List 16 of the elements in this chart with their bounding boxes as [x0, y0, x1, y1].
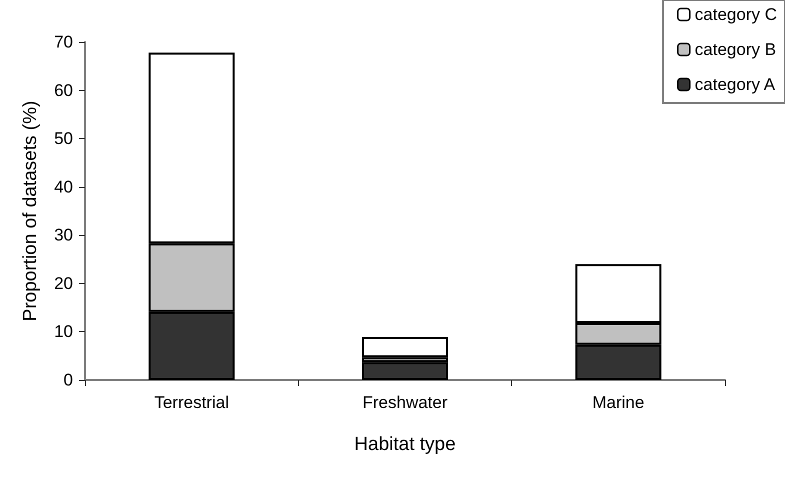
y-tick-label: 40 [54, 177, 73, 196]
y-axis-title: Proportion of datasets (%) [20, 100, 41, 322]
y-tick-label: 30 [54, 226, 73, 245]
legend-label: category C [694, 5, 777, 24]
y-tick-label: 0 [64, 370, 73, 390]
y-tick-label: 10 [54, 322, 73, 342]
y-tick-label: 50 [54, 129, 73, 148]
legend-label: category B [694, 40, 776, 59]
x-tick-label: Terrestrial [154, 393, 229, 412]
y-tick-label: 20 [54, 274, 73, 293]
legend-label: category A [694, 75, 776, 94]
y-tick-label: 60 [54, 80, 73, 100]
x-tick-label: Marine [592, 393, 644, 412]
x-axis-title: Habitat type [354, 434, 456, 455]
x-tick-label: Freshwater [362, 393, 448, 412]
y-tick-label: 70 [54, 32, 73, 52]
